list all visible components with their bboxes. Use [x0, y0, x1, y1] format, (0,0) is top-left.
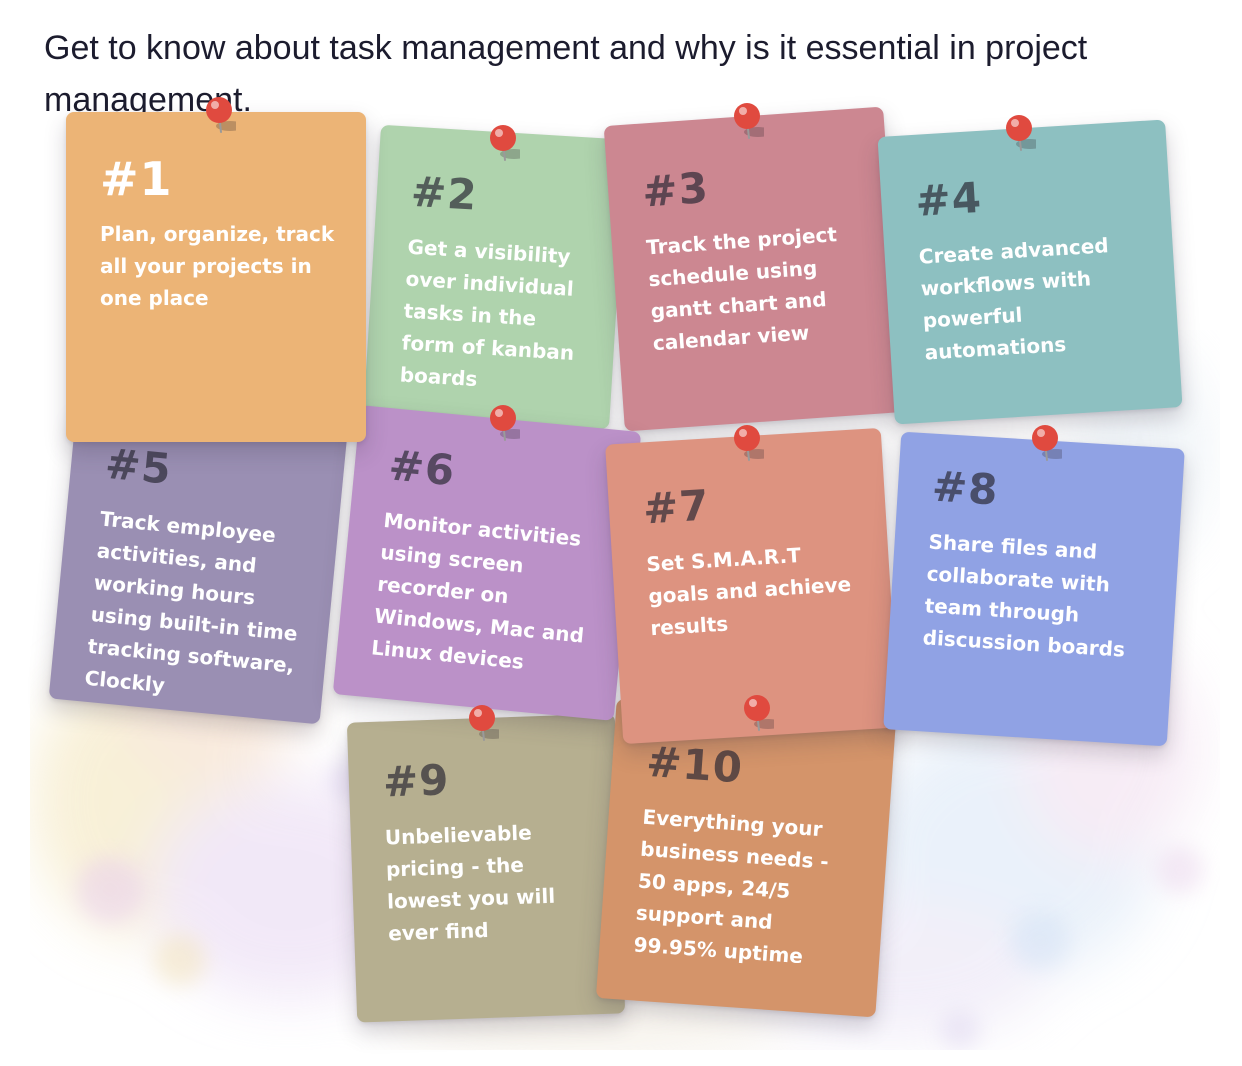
- pushpin-icon: [490, 125, 520, 161]
- pushpin-icon: [744, 695, 774, 731]
- sticky-note-4: #4 Create advanced workflows with powerfu…: [877, 119, 1183, 425]
- note-text: Share files and collaborate with team th…: [922, 529, 1126, 662]
- note-number: #7: [641, 480, 711, 534]
- note-text: Get a visibility over individual tasks i…: [399, 234, 575, 392]
- note-text: Track employee activities, and working h…: [83, 506, 299, 698]
- note-number: #5: [103, 438, 174, 494]
- note-text: Everything your business needs - 50 apps…: [632, 804, 830, 969]
- note-text: Plan, organize, track all your projects …: [100, 222, 335, 310]
- note-number: #8: [930, 461, 1000, 515]
- sticky-note-3: #3 Track the project schedule using gantt…: [603, 106, 905, 432]
- note-text: Set S.M.A.R.T goals and achieve results: [645, 542, 852, 641]
- sticky-note-8: #8 Share files and collaborate with team …: [883, 431, 1185, 747]
- sticky-note-9: #9 Unbelievable pricing - the lowest you …: [346, 713, 626, 1023]
- pushpin-icon: [490, 405, 520, 441]
- note-text: Create advanced workflows with powerful …: [918, 233, 1110, 365]
- sticky-note-10: #10 Everything your business needs - 50 a…: [595, 698, 897, 1018]
- note-number: #10: [644, 736, 745, 793]
- note-number: #2: [409, 166, 479, 220]
- pushpin-icon: [469, 705, 499, 741]
- pushpin-icon: [734, 103, 764, 139]
- sticky-note-2: #2 Get a visibility over individual tasks…: [363, 124, 627, 430]
- note-text: Unbelievable pricing - the lowest you wi…: [384, 820, 556, 946]
- pushpin-icon: [1006, 115, 1036, 151]
- note-number: #9: [382, 755, 451, 807]
- pushpin-icon: [1032, 425, 1062, 461]
- note-text: Track the project schedule using gantt c…: [645, 222, 838, 356]
- pushpin-icon: [734, 425, 764, 461]
- note-number: #1: [100, 152, 173, 206]
- note-number: #3: [640, 163, 711, 217]
- pushpin-icon: [206, 97, 236, 133]
- note-text: Monitor activities using screen recorder…: [370, 507, 586, 674]
- note-number: #6: [386, 440, 458, 496]
- sticky-note-1: #1 Plan, organize, track all your project…: [66, 112, 366, 442]
- sticky-note-5: #5 Track employee activities, and working…: [48, 407, 348, 725]
- note-number: #4: [913, 172, 984, 226]
- sticky-note-6: #6 Monitor activities using screen record…: [332, 405, 642, 721]
